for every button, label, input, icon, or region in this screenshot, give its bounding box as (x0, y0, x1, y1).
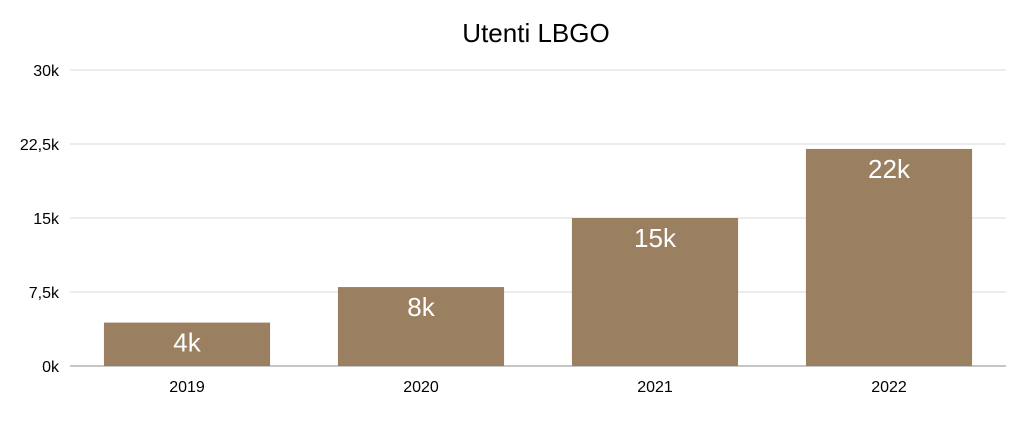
x-tick-label: 2022 (871, 379, 907, 396)
data-label-2021: 15k (634, 223, 677, 253)
data-label-2022: 22k (868, 154, 911, 184)
bar-2021 (571, 218, 739, 366)
y-tick-label: 15k (33, 211, 60, 228)
y-tick-label: 30k (33, 63, 60, 80)
data-label-2020: 8k (407, 292, 435, 322)
x-tick-label: 2019 (169, 379, 205, 396)
bars: 4k 8k 15k 22k (103, 148, 973, 366)
y-tick-label: 0k (42, 359, 60, 376)
bar-2022 (805, 148, 973, 366)
y-axis: 0k 7,5k 15k 22,5k 30k (20, 63, 60, 376)
bar-2020 (337, 287, 505, 366)
bar-2019 (103, 322, 271, 366)
chart-title: Utenti LBGO (462, 18, 609, 48)
y-tick-label: 7,5k (29, 285, 60, 302)
x-axis: 2019 2020 2021 2022 (169, 379, 907, 396)
y-tick-label: 22,5k (20, 137, 60, 154)
x-tick-label: 2020 (403, 379, 439, 396)
x-tick-label: 2021 (637, 379, 673, 396)
data-label-2019: 4k (173, 328, 201, 358)
